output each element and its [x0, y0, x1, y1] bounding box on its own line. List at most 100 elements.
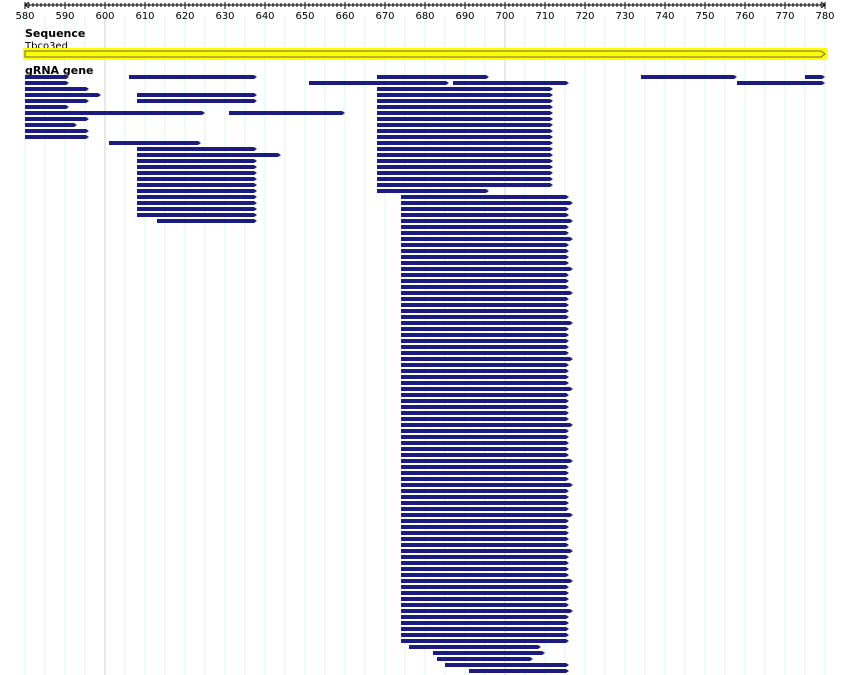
grna-feature — [401, 345, 569, 349]
grna-feature — [377, 105, 553, 109]
grna-feature — [401, 303, 569, 307]
x-tick-label: 690 — [455, 11, 474, 22]
grna-feature — [377, 93, 553, 97]
grna-feature — [401, 351, 569, 355]
x-tick-label: 580 — [15, 11, 34, 22]
grna-feature — [401, 195, 569, 199]
track-title: Sequence — [25, 27, 85, 40]
grna-feature — [377, 165, 553, 169]
grna-feature — [401, 441, 569, 445]
grna-feature — [137, 207, 257, 211]
grna-feature — [401, 333, 569, 337]
grna-feature — [401, 339, 569, 343]
grna-feature — [377, 183, 553, 187]
grna-feature — [401, 585, 569, 589]
grna-feature — [401, 291, 573, 295]
grna-feature — [401, 357, 573, 361]
track-title: gRNA gene — [25, 64, 94, 77]
grna-feature — [25, 123, 77, 127]
grna-feature — [401, 267, 573, 271]
x-tick-label: 750 — [695, 11, 714, 22]
grna-feature — [25, 135, 89, 139]
x-tick-label: 760 — [735, 11, 754, 22]
grna-feature — [137, 171, 257, 175]
grna-feature — [401, 621, 569, 625]
grna-feature — [401, 315, 569, 319]
grna-feature — [401, 243, 569, 247]
grna-feature — [377, 153, 553, 157]
grna-feature — [377, 117, 553, 121]
grna-feature — [137, 147, 257, 151]
grna-feature — [309, 81, 449, 85]
grna-feature — [401, 261, 569, 265]
x-tick-label: 740 — [655, 11, 674, 22]
grna-feature — [229, 111, 345, 115]
grna-feature — [401, 423, 573, 427]
x-tick-label: 720 — [575, 11, 594, 22]
grna-feature — [137, 201, 257, 205]
grna-feature — [401, 507, 569, 511]
grna-feature — [137, 189, 257, 193]
grna-feature — [401, 363, 569, 367]
grna-feature — [401, 201, 573, 205]
grna-feature — [401, 321, 573, 325]
grna-feature — [401, 429, 569, 433]
grna-feature — [401, 285, 569, 289]
grna-feature — [377, 135, 553, 139]
grna-feature — [25, 129, 89, 133]
grna-feature — [401, 399, 569, 403]
x-tick-label: 650 — [295, 11, 314, 22]
grna-feature — [401, 465, 569, 469]
grna-feature — [25, 87, 89, 91]
grna-feature — [409, 645, 541, 649]
grna-feature — [401, 633, 569, 637]
grna-feature — [137, 93, 257, 97]
grna-feature — [401, 249, 569, 253]
grna-feature — [377, 159, 553, 163]
grna-feature — [401, 525, 569, 529]
grna-feature — [377, 111, 553, 115]
grna-feature — [25, 117, 89, 121]
grna-feature — [377, 99, 553, 103]
grna-feature — [401, 537, 569, 541]
grna-feature — [25, 105, 69, 109]
grna-feature — [401, 609, 573, 613]
grna-feature — [401, 219, 573, 223]
grna-feature — [377, 147, 553, 151]
x-tick-label: 590 — [55, 11, 74, 22]
grna-feature — [401, 213, 569, 217]
grna-feature — [25, 99, 89, 103]
grna-feature — [157, 219, 257, 223]
grna-feature — [25, 93, 101, 97]
grna-feature — [401, 477, 569, 481]
grna-feature — [377, 177, 553, 181]
grna-feature — [401, 543, 569, 547]
sequence-feature — [24, 50, 826, 58]
grna-feature — [137, 177, 257, 181]
grna-feature — [437, 657, 533, 661]
x-tick-label: 660 — [335, 11, 354, 22]
x-tick-label: 670 — [375, 11, 394, 22]
grna-feature — [377, 75, 489, 79]
grna-feature — [401, 225, 569, 229]
grna-feature — [401, 309, 569, 313]
x-tick-label: 680 — [415, 11, 434, 22]
x-tick-label: 630 — [215, 11, 234, 22]
grna-feature — [401, 549, 573, 553]
grna-feature — [805, 75, 825, 79]
grna-feature — [137, 195, 257, 199]
grna-feature — [401, 579, 573, 583]
grna-feature — [401, 369, 569, 373]
grna-feature — [401, 411, 569, 415]
grna-feature — [401, 237, 573, 241]
grna-feature — [401, 459, 573, 463]
grna-feature — [25, 75, 69, 79]
grna-feature — [401, 573, 569, 577]
grna-feature — [401, 279, 569, 283]
grna-feature — [401, 603, 569, 607]
grna-feature — [137, 165, 257, 169]
grna-feature — [137, 99, 257, 103]
grna-feature — [109, 141, 201, 145]
grna-feature — [401, 393, 569, 397]
grna-feature — [129, 75, 257, 79]
